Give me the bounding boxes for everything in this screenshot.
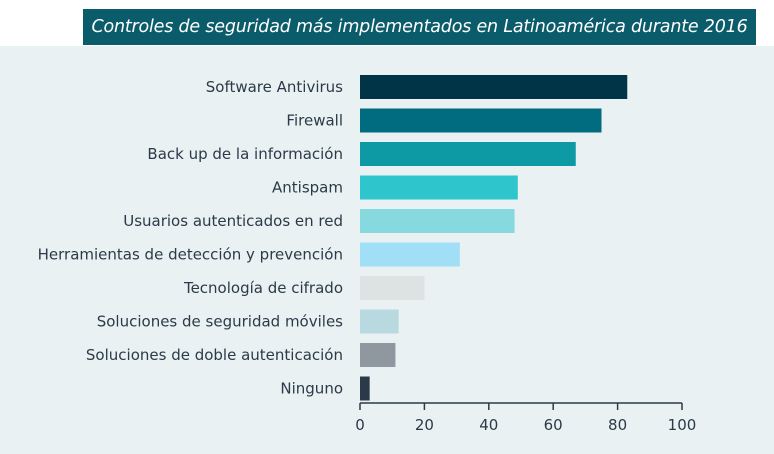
bar-10 — [360, 376, 370, 401]
bar-5 — [360, 209, 515, 233]
bar-6 — [360, 242, 460, 267]
category-label: Software Antivirus — [206, 78, 343, 96]
x-tick-label: 20 — [415, 416, 434, 434]
category-label: Ninguno — [280, 380, 343, 398]
bar-2 — [360, 108, 602, 133]
x-tick-label: 60 — [544, 416, 563, 434]
x-axis: 0 20 40 60 80 100 — [355, 402, 697, 434]
bar-1 — [360, 75, 628, 99]
category-labels-group: Software Antivirus Firewall Back up de la … — [38, 78, 344, 398]
bar-9 — [360, 343, 396, 367]
x-tick-label: 0 — [355, 416, 365, 434]
chart-title: Controles de seguridad más implementados… — [91, 17, 748, 37]
bar-7 — [360, 276, 425, 300]
chart-title-banner: Controles de seguridad más implementados… — [83, 9, 756, 45]
category-label: Back up de la información — [147, 145, 343, 163]
category-label: Antispam — [272, 179, 343, 197]
bar-3 — [360, 142, 576, 166]
category-label: Firewall — [286, 112, 343, 130]
x-tick-label: 100 — [668, 416, 697, 434]
bar-8 — [360, 309, 399, 334]
category-label: Soluciones de seguridad móviles — [97, 313, 343, 331]
category-label: Herramientas de detección y prevención — [38, 246, 343, 264]
x-tick-label: 40 — [479, 416, 498, 434]
category-label: Tecnología de cifrado — [183, 279, 343, 297]
bar-4 — [360, 175, 518, 200]
bars-group — [360, 75, 628, 401]
x-tick-label: 80 — [608, 416, 627, 434]
category-label: Usuarios autenticados en red — [123, 212, 343, 230]
category-label: Soluciones de doble autenticación — [86, 346, 343, 364]
